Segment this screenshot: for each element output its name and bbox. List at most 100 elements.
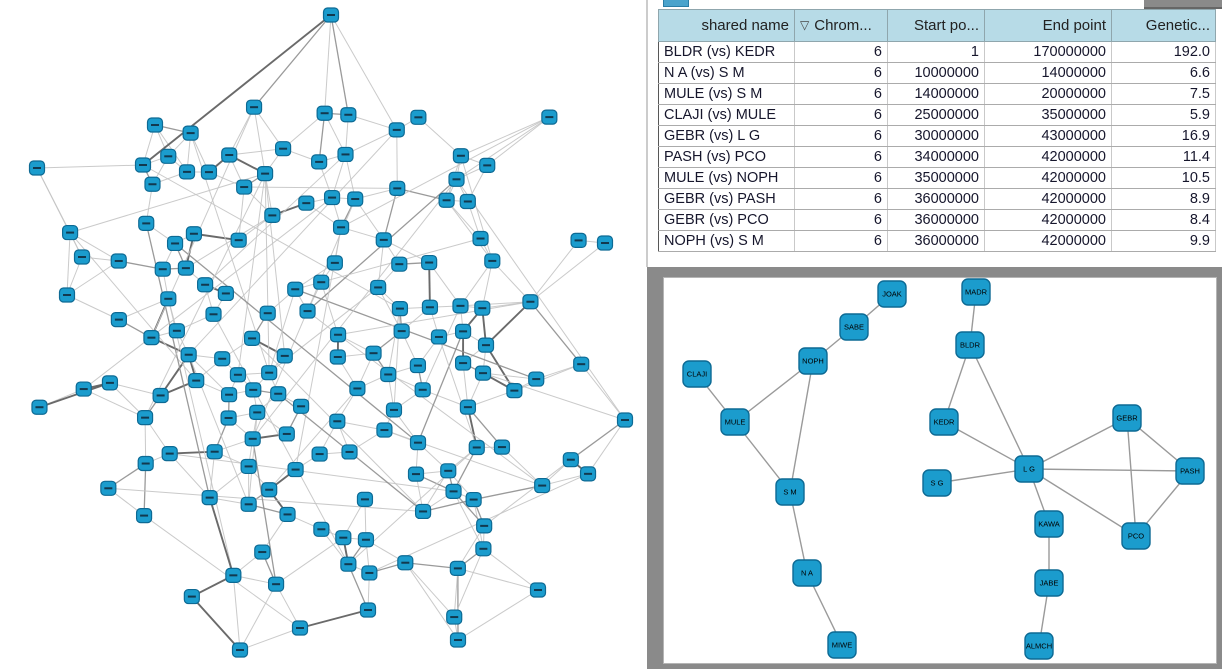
network-edge[interactable] xyxy=(418,116,462,157)
network-node[interactable] xyxy=(316,105,333,121)
network-node[interactable] xyxy=(166,235,184,252)
subnetwork-edge[interactable] xyxy=(789,360,814,493)
network-node[interactable] xyxy=(322,7,340,23)
network-edge[interactable] xyxy=(377,239,385,288)
network-node[interactable] xyxy=(361,565,378,581)
network-node[interactable] xyxy=(529,582,547,598)
table-cell[interactable]: GEBR (vs) PASH xyxy=(658,188,795,210)
table-cell[interactable]: 36000000 xyxy=(887,188,985,210)
network-node[interactable] xyxy=(180,347,197,363)
network-node[interactable] xyxy=(465,491,482,508)
network-node[interactable] xyxy=(323,189,341,206)
network-edge[interactable] xyxy=(237,173,266,375)
table-row[interactable]: MULE (vs) NOPH 6 35000000 42000000 10.5 xyxy=(658,167,1216,189)
subnetwork-node[interactable]: S G xyxy=(922,469,952,497)
network-node[interactable] xyxy=(214,351,231,367)
scrollbar-fragment-gray[interactable] xyxy=(1144,0,1222,9)
network-node[interactable] xyxy=(220,387,238,403)
network-node[interactable] xyxy=(240,496,257,512)
network-node[interactable] xyxy=(475,541,492,557)
network-node[interactable] xyxy=(261,482,278,498)
network-edge[interactable] xyxy=(109,382,161,396)
network-node[interactable] xyxy=(446,609,463,625)
network-node[interactable] xyxy=(240,458,257,475)
table-cell[interactable]: 10.5 xyxy=(1111,167,1216,189)
table-cell[interactable]: 7.5 xyxy=(1111,83,1216,105)
network-edge[interactable] xyxy=(275,537,344,585)
network-node[interactable] xyxy=(231,642,249,658)
network-edge[interactable] xyxy=(118,298,169,321)
network-node[interactable] xyxy=(616,412,634,428)
network-node[interactable] xyxy=(347,191,364,207)
network-edge[interactable] xyxy=(154,124,188,173)
subnetwork-edge[interactable] xyxy=(1028,468,1137,537)
table-cell[interactable]: 6 xyxy=(794,41,888,63)
network-node[interactable] xyxy=(177,260,194,276)
network-node[interactable] xyxy=(370,279,387,296)
network-node[interactable] xyxy=(440,463,457,479)
subnetwork-edge[interactable] xyxy=(1028,417,1128,470)
network-node[interactable] xyxy=(476,518,493,534)
network-edge[interactable] xyxy=(529,301,582,365)
table-cell[interactable]: 14000000 xyxy=(984,62,1112,84)
network-node[interactable] xyxy=(313,521,330,537)
network-node[interactable] xyxy=(168,323,185,339)
table-cell[interactable]: MULE (vs) S M xyxy=(658,83,795,105)
table-cell[interactable]: NOPH (vs) S M xyxy=(658,230,795,252)
network-node[interactable] xyxy=(445,483,462,499)
network-node[interactable] xyxy=(311,446,328,462)
network-node[interactable] xyxy=(261,365,278,381)
network-node[interactable] xyxy=(376,422,393,438)
network-node[interactable] xyxy=(472,230,489,247)
network-node[interactable] xyxy=(110,253,127,269)
subnetwork-node[interactable]: PCO xyxy=(1121,522,1151,550)
network-edge[interactable] xyxy=(69,173,266,234)
network-node[interactable] xyxy=(229,367,247,383)
network-node[interactable] xyxy=(100,480,117,496)
subnetwork-node[interactable]: MADR xyxy=(961,278,991,306)
table-cell[interactable]: MULE (vs) NOPH xyxy=(658,167,795,189)
table-cell[interactable]: 9.9 xyxy=(1111,230,1216,252)
network-node[interactable] xyxy=(160,291,177,307)
network-node[interactable] xyxy=(438,192,455,208)
col-header-genetic[interactable]: Genetic... xyxy=(1111,9,1216,42)
network-edge[interactable] xyxy=(244,186,398,189)
network-edge[interactable] xyxy=(485,344,516,392)
table-cell[interactable]: PASH (vs) PCO xyxy=(658,146,795,168)
table-cell[interactable]: 6 xyxy=(794,125,888,147)
network-edge[interactable] xyxy=(485,301,532,346)
network-node[interactable] xyxy=(182,125,199,141)
subnetwork-node[interactable]: L G xyxy=(1014,455,1044,483)
network-edge[interactable] xyxy=(446,199,493,262)
table-cell[interactable]: N A (vs) S M xyxy=(658,62,795,84)
table-cell[interactable]: 42000000 xyxy=(984,167,1112,189)
network-edge[interactable] xyxy=(347,563,369,611)
network-node[interactable] xyxy=(573,356,590,372)
network-node[interactable] xyxy=(313,274,330,290)
network-node[interactable] xyxy=(452,298,469,314)
network-node[interactable] xyxy=(161,445,178,462)
network-node[interactable] xyxy=(448,171,465,187)
network-node[interactable] xyxy=(28,160,46,176)
network-edge[interactable] xyxy=(345,129,397,155)
network-node[interactable] xyxy=(522,294,539,310)
network-edge[interactable] xyxy=(330,14,398,131)
col-header-shared-name[interactable]: shared name xyxy=(658,9,795,42)
table-cell[interactable]: 6 xyxy=(794,188,888,210)
network-node[interactable] xyxy=(484,253,501,269)
network-edge[interactable] xyxy=(417,331,464,443)
table-row[interactable]: CLAJI (vs) MULE 6 25000000 35000000 5.9 xyxy=(658,104,1216,126)
subnetwork-node[interactable]: KEDR xyxy=(929,408,959,436)
network-edge[interactable] xyxy=(252,198,356,440)
network-edge[interactable] xyxy=(108,487,424,512)
subnetwork-node[interactable]: S M xyxy=(775,478,805,506)
network-edge[interactable] xyxy=(208,497,235,576)
network-edge[interactable] xyxy=(264,173,270,373)
network-node[interactable] xyxy=(249,404,266,421)
network-edge[interactable] xyxy=(530,242,606,303)
network-node[interactable] xyxy=(61,224,79,241)
network-node[interactable] xyxy=(541,109,558,125)
network-edge[interactable] xyxy=(501,446,543,486)
network-node[interactable] xyxy=(236,179,253,195)
network-node[interactable] xyxy=(243,330,261,346)
